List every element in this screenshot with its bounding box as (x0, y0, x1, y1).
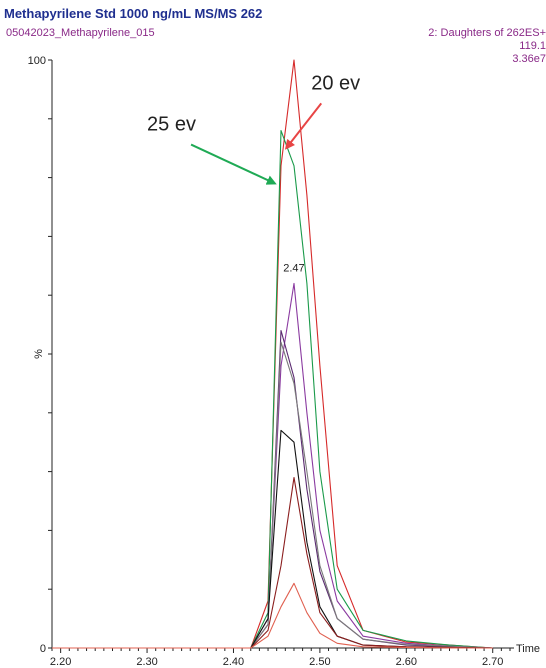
x-tick-label: 2.50 (309, 656, 330, 668)
annotation-label: 25 ev (147, 114, 196, 136)
chart-title: Methapyrilene Std 1000 ng/mL MS/MS 262 (4, 6, 263, 21)
x-tick-label: 2.70 (482, 656, 503, 668)
x-tick-label: 2.40 (223, 656, 244, 668)
x-tick-label: 2.60 (396, 656, 417, 668)
mass-label: 119.1 (519, 40, 546, 52)
series-line-8 (52, 582, 493, 649)
annotation-layer: 2.47 20 ev 25 ev (147, 72, 360, 274)
x-tick-label: 2.30 (136, 656, 157, 668)
intensity-label: 3.36e7 (512, 53, 546, 65)
y-axis-label: % (33, 349, 45, 359)
annotation-arrow (284, 102, 323, 150)
peak-time-label: 2.47 (283, 263, 304, 275)
annotation-arrow (190, 143, 277, 185)
sample-name: 05042023_Methapyrilene_015 (6, 27, 155, 39)
y-tick-label: 100 (28, 55, 46, 67)
y-tick-label: 0 (40, 643, 46, 655)
series-line-5 (52, 341, 493, 649)
x-tick-label: 2.20 (50, 656, 71, 668)
x-axis-label: Time (516, 643, 540, 655)
series-layer (52, 59, 493, 649)
annotation-label: 20 ev (311, 72, 360, 94)
function-label: 2: Daughters of 262ES+ (428, 27, 546, 39)
series-line-1 (52, 59, 493, 649)
series-line-2 (52, 130, 493, 649)
function-info: 2: Daughters of 262ES+ 119.1 3.36e7 (428, 27, 546, 66)
series-line-7 (52, 476, 493, 649)
series-line-4 (52, 329, 493, 649)
